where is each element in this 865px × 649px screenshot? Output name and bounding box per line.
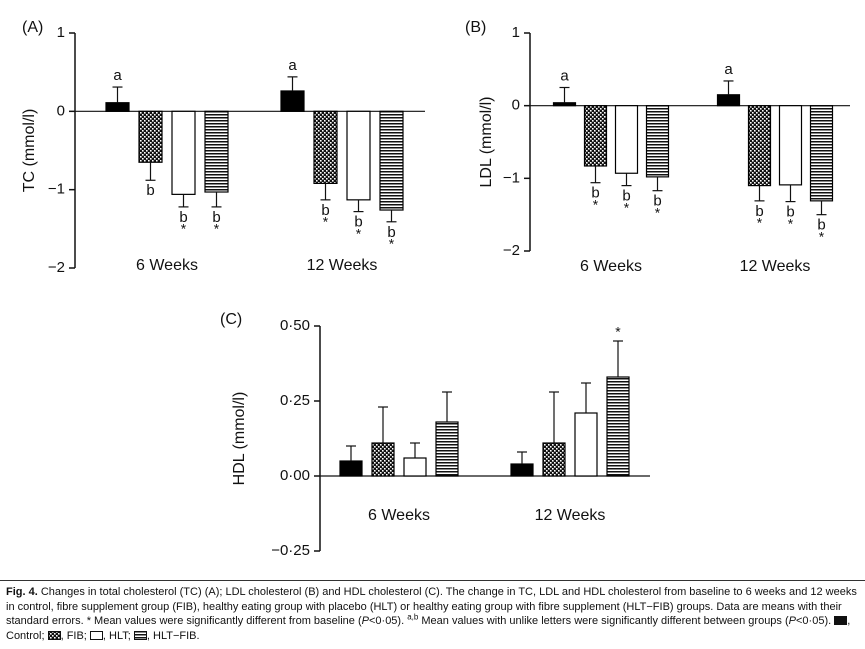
group-letter: a xyxy=(560,67,569,84)
significance-star: * xyxy=(323,214,329,230)
group-letter: b xyxy=(179,209,187,226)
bar xyxy=(510,463,534,477)
y-axis-label: HDL (mmol/l) xyxy=(231,392,248,486)
significance-star: * xyxy=(819,228,825,244)
group-letter: b xyxy=(622,188,630,205)
legend-swatch xyxy=(133,630,147,640)
y-axis-label: LDL (mmol/l) xyxy=(478,97,495,188)
group-letter: b xyxy=(817,217,825,234)
y-tick-label: 0·00 xyxy=(280,467,310,484)
bar xyxy=(138,110,163,163)
legend-swatch xyxy=(47,630,61,640)
group-letter: b xyxy=(212,209,220,226)
bar xyxy=(716,94,741,107)
x-category-label: 6 Weeks xyxy=(580,258,642,275)
caption-text: P xyxy=(361,615,369,627)
bar xyxy=(747,105,772,187)
bar xyxy=(435,421,459,477)
bar xyxy=(574,412,598,477)
significance-star: * xyxy=(655,204,661,220)
caption-text: Changes in total cholesterol (TC) (A); L… xyxy=(6,586,857,627)
y-tick-label: 0 xyxy=(512,97,520,114)
figure-caption: Fig. 4. Changes in total cholesterol (TC… xyxy=(0,580,865,649)
significance-star: * xyxy=(389,235,395,251)
bar xyxy=(552,102,577,107)
legend-swatch-rect xyxy=(834,616,848,625)
group-letter: b xyxy=(321,202,329,219)
bar xyxy=(339,460,363,477)
x-category-label: 6 Weeks xyxy=(136,257,198,274)
caption-text: P xyxy=(788,615,796,627)
legend-swatch-rect xyxy=(133,630,147,640)
x-category-label: 12 Weeks xyxy=(740,258,811,275)
caption-text: Fig. 4. xyxy=(6,586,38,598)
significance-star: * xyxy=(624,199,630,215)
bar xyxy=(313,110,338,185)
caption-text: , HLT−FIB. xyxy=(146,629,200,642)
caption-text: , FIB; xyxy=(60,629,90,642)
group-letter: b xyxy=(653,193,661,210)
bar xyxy=(105,102,130,112)
group-letter: b xyxy=(755,203,763,220)
significance-star: * xyxy=(356,225,362,241)
bar xyxy=(606,376,630,477)
group-letter: b xyxy=(354,214,362,231)
group-letter: b xyxy=(591,185,599,202)
significance-star: * xyxy=(593,196,599,212)
y-tick-label: 0·25 xyxy=(280,392,310,409)
bar xyxy=(280,90,305,112)
group-letter: a xyxy=(113,67,122,84)
panel-label: (C) xyxy=(220,311,242,328)
bar xyxy=(379,110,404,211)
bar xyxy=(204,110,229,193)
y-tick-label: 0·50 xyxy=(280,317,310,334)
y-tick-label: 1 xyxy=(512,24,520,41)
y-tick-label: −1 xyxy=(503,169,520,186)
caption-text: <0·05). xyxy=(796,615,835,627)
legend-swatch xyxy=(834,616,848,625)
panel-label: (B) xyxy=(465,19,486,36)
caption-text: Mean values with unlike letters were sig… xyxy=(418,615,789,627)
caption-text: , HLT; xyxy=(102,629,134,642)
bar xyxy=(371,442,395,477)
bar xyxy=(346,110,371,201)
y-tick-label: 1 xyxy=(57,24,65,41)
bar xyxy=(809,105,834,202)
group-letter: b xyxy=(786,204,794,221)
bar xyxy=(645,105,670,178)
caption-text: <0·05). xyxy=(368,615,408,627)
bar xyxy=(542,442,566,477)
bar xyxy=(171,110,196,195)
caption-text: a,b xyxy=(407,612,419,622)
y-tick-label: −0·25 xyxy=(271,542,310,559)
significance-star: * xyxy=(788,215,794,231)
legend-swatch-rect xyxy=(89,630,103,640)
panel-label: (A) xyxy=(22,19,43,36)
y-tick-label: −2 xyxy=(503,242,520,259)
significance-star: * xyxy=(615,324,621,340)
y-tick-label: −1 xyxy=(48,181,65,198)
bar xyxy=(403,457,427,477)
y-tick-label: 0 xyxy=(57,102,65,119)
y-tick-label: −2 xyxy=(48,259,65,276)
group-letter: b xyxy=(387,224,395,241)
significance-star: * xyxy=(181,221,187,237)
x-category-label: 12 Weeks xyxy=(307,257,378,274)
x-category-label: 12 Weeks xyxy=(535,507,606,524)
bar xyxy=(778,105,803,186)
legend-swatch-rect xyxy=(47,630,61,640)
significance-star: * xyxy=(757,215,763,231)
caption-text: , Control; xyxy=(6,615,851,642)
y-axis-label: TC (mmol/l) xyxy=(21,109,38,193)
group-letter: b xyxy=(146,182,154,199)
group-letter: a xyxy=(724,61,733,78)
significance-star: * xyxy=(214,221,220,237)
bar xyxy=(583,105,608,167)
group-letter: a xyxy=(288,57,297,74)
x-category-label: 6 Weeks xyxy=(368,507,430,524)
bar xyxy=(614,105,639,174)
legend-swatch xyxy=(89,630,103,640)
